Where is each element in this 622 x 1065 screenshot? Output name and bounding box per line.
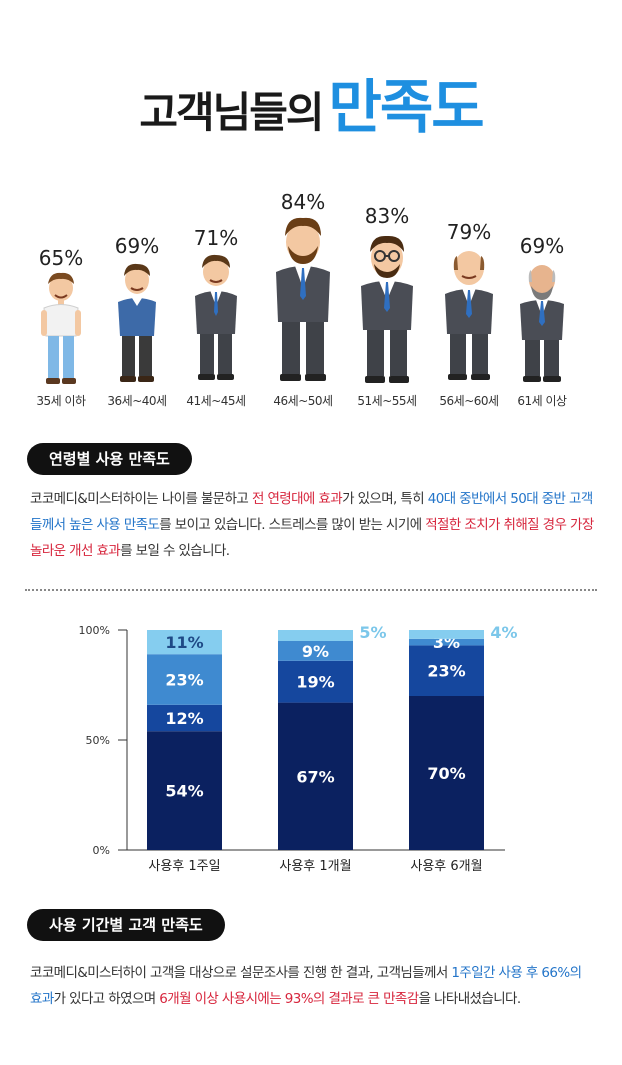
bar-segment [409, 630, 484, 639]
age-label: 61세 이상 [517, 394, 567, 408]
age-percent: 69% [114, 234, 160, 258]
x-category-label: 사용후 1주일 [148, 859, 220, 874]
bar-segment [278, 630, 353, 641]
age-figures-row: 65% 35세 이하 69% 36세 [0, 180, 622, 410]
man-sweater-icon [118, 263, 156, 382]
section-badge-period: 사용 기간별 고객 만족도 [27, 909, 225, 941]
man-glasses-suit-icon [361, 235, 413, 383]
highlight-red: 전 연령대에 효과 [251, 491, 343, 507]
y-tick-label: 50% [86, 734, 110, 747]
stacked-bar-chart: 0% 50% 100% 54% 12% 23% 11% 사용후 1주일 67% 19% 9% 5% 사용… [79, 623, 518, 874]
x-category-label: 사용후 6개월 [410, 859, 482, 874]
bar-segment [147, 654, 222, 705]
bar-segment [409, 638, 484, 646]
age-label: 46세~50세 [273, 394, 333, 408]
bar-value-label: 23% [427, 662, 465, 681]
bar-value-label: 23% [165, 671, 203, 690]
section-period-description: 코코메디&미스터하이 고객을 대상으로 설문조사를 진행 한 결과, 고객님들께… [30, 960, 595, 1012]
bar-value-label: 12% [165, 709, 203, 728]
bar-segment [147, 704, 222, 732]
bar-segment [409, 645, 484, 696]
bar-value-label: 4% [490, 623, 517, 642]
man-suit-icon [195, 254, 237, 380]
text-segment: 를 보이고 있습니다. 스트레스를 많이 받는 시기에 [159, 517, 426, 533]
bar-segment [409, 696, 484, 850]
age-percent: 69% [519, 234, 565, 258]
bar-segment [278, 641, 353, 661]
bar-value-label: 11% [165, 633, 203, 652]
bar-segment [278, 702, 353, 850]
bar-value-label: 5% [359, 623, 386, 642]
y-tick-label: 100% [79, 624, 110, 637]
highlight-blue: 에서 50대 중반 고객들께서 높은 사용 만족도 [30, 491, 593, 533]
text-segment: 을 나타내셨습니다. [418, 991, 522, 1007]
age-label: 56세~60세 [439, 394, 499, 408]
text-segment: 가 있으며, 특히 [342, 491, 428, 507]
age-percent: 71% [193, 226, 239, 250]
young-man-icon [41, 272, 81, 384]
title-text: 고객님들의 [139, 88, 324, 137]
age-percent: 65% [38, 246, 84, 270]
age-label: 36세~40세 [107, 394, 167, 408]
age-label: 35세 이하 [36, 394, 86, 408]
text-segment: 를 보일 수 있습니다. [120, 543, 230, 559]
bar-segment [278, 660, 353, 703]
highlight-blue: 1주일간 사용 후 66%의 효과 [30, 965, 582, 1007]
satisfaction-chart: 0% 50% 100% 54% 12% 23% 11% 사용후 1주일 67% 19% 9% 5% 사용… [0, 610, 622, 885]
bar-value-label: 67% [296, 767, 334, 786]
section-badge-age: 연령별 사용 만족도 [27, 443, 192, 475]
text-segment: 가 있다고 하였으며 [53, 991, 160, 1007]
bar-value-label: 9% [302, 642, 329, 661]
text-segment: 코코메디&미스터하이 고객을 대상으로 설문조사를 진행 한 결과, 고객님들께… [30, 965, 452, 981]
age-percent: 83% [364, 204, 410, 228]
bearded-man-suit-icon [276, 217, 330, 381]
highlight-red: 6개월 이상 사용시에는 93%의 결과로 큰 만족감 [159, 991, 419, 1007]
age-label: 51세~55세 [357, 394, 417, 408]
x-category-label: 사용후 1개월 [279, 859, 351, 874]
bar-segment [147, 630, 222, 655]
bar-value-label: 19% [296, 673, 334, 692]
bar-value-label: 54% [165, 782, 203, 801]
age-label: 41세~45세 [186, 394, 246, 408]
age-percent: 84% [280, 190, 326, 214]
highlight-red: 적절한 조치가 취해질 경우 가장 놀라운 개선 효과 [30, 517, 594, 559]
page-title: 고객님들의 만족도 [0, 60, 622, 144]
title-accent-text: 만족도 [328, 73, 485, 141]
highlight-blue: 40대 중반 [427, 491, 484, 507]
section-age-description: 코코메디&미스터하이는 나이를 불문하고 전 연령대에 효과가 있으며, 특히 … [30, 486, 595, 564]
balding-man-suit-icon [445, 251, 493, 380]
old-man-suit-icon [520, 265, 564, 382]
age-percent: 79% [446, 220, 492, 244]
text-segment: 코코메디&미스터하이는 나이를 불문하고 [30, 491, 252, 507]
dotted-divider [25, 589, 597, 591]
y-tick-label: 0% [93, 844, 110, 857]
bar-value-label: 70% [427, 764, 465, 783]
bar-segment [147, 731, 222, 850]
